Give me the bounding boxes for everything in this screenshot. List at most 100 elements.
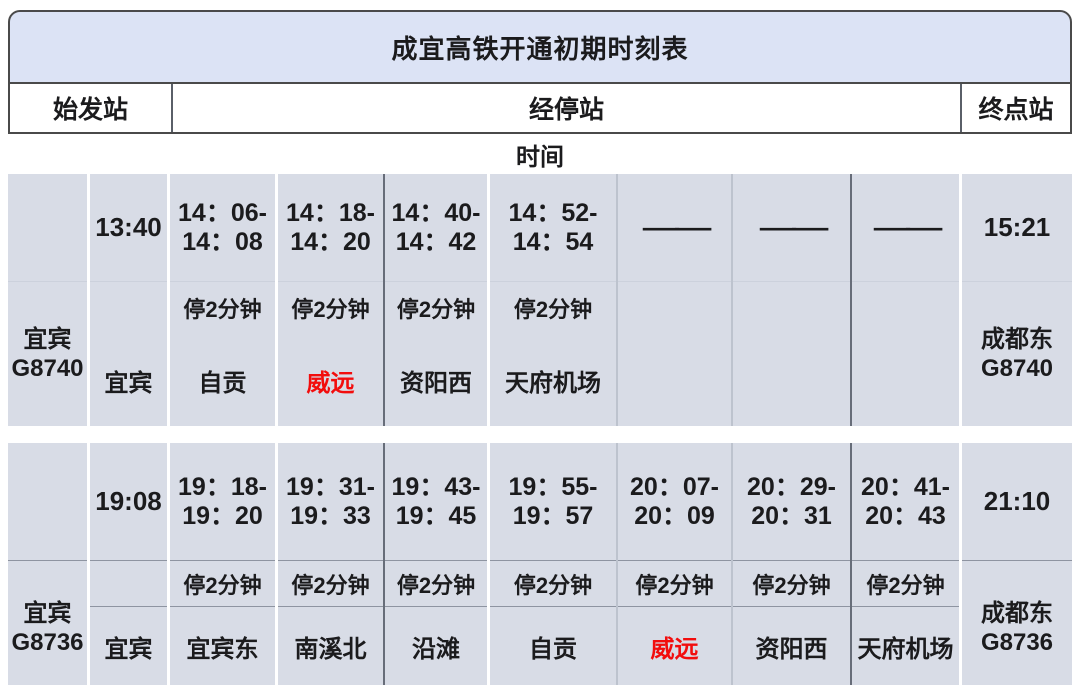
cell-dwell: 停2分钟 [852,561,959,607]
cell-dwell: 停2分钟 [385,561,487,607]
cell-stop-time: 20：41- 20：43 [852,443,959,561]
cell-terminal: 成都东 G8736 [962,561,1072,685]
cell-stop-time: 19：55- 19：57 [490,443,616,561]
time-label: 时间 [516,143,564,171]
cell-dwell: 停2分钟 [513,297,593,322]
cell-station-name: 威远 [650,635,699,663]
train-block-g8740: 宜宾 G8740 13:40 宜宾 14：06- 14：08 停2分钟 自贡 1… [8,174,1072,426]
train-origin-name: 宜宾 [23,326,72,353]
column-stop-4: 14：52- 14：54 停2分钟 天府机场 [490,174,618,426]
column-train-id: 宜宾 G8740 [8,174,90,426]
cell-station-name: 自贡 [198,369,247,397]
dash-placeholder: —— [873,212,942,242]
cell-station-name: 沿滩 [412,635,460,663]
cell-arrive-time: 15:21 [962,174,1072,282]
column-stop-5: —— [618,174,733,426]
train-number: G8740 [11,355,84,382]
cell-empty [90,561,167,607]
cell-station-name: 自贡 [529,635,577,663]
column-origin: 13:40 宜宾 [90,174,170,426]
cell-depart-time: 13:40 [90,174,167,282]
header-terminal-station: 终点站 [978,96,1054,124]
stop-time-line1: 20：41- [861,472,950,501]
cell-stop-time: 20：07- 20：09 [618,443,731,561]
column-stop-2: 19：31- 19：33 停2分钟 南溪北 [278,443,385,685]
cell-terminal: 成都东 G8740 [962,282,1072,426]
cell-dwell: 停2分钟 [490,561,616,607]
cell-dwell [852,282,959,334]
cell-station-name: 天府机场 [857,635,954,663]
cell-stop-time: —— [733,174,850,282]
cell-arrive-time: 21:10 [962,443,1072,561]
column-stop-7: —— [852,174,962,426]
cell-stop-time: 19：31- 19：33 [278,443,383,561]
terminal-train-number: G8740 [980,355,1054,382]
cell-station-name: 宜宾 [104,369,153,397]
stop-time-line1: 14：06- [178,198,267,227]
cell-station-name: 宜宾 [104,635,153,663]
column-stop-3: 19：43- 19：45 停2分钟 沿滩 [385,443,490,685]
train-block-g8736: 宜宾 G8736 19:08 宜宾 19：18- 19：20 停2分钟 宜宾东 … [8,443,1072,685]
cell-station-name [852,334,959,426]
stop-time-line2: 20：31 [751,501,832,530]
cell-station-name: 宜宾东 [186,635,259,663]
cell-stop-time: 14：18- 14：20 [278,174,383,282]
stop-time-line2: 20：43 [865,501,946,530]
stop-time-line1: 19：18- [178,472,267,501]
cell-station-name: 威远 [306,369,355,397]
stop-time-line2: 19：33 [290,501,371,530]
cell-dwell [733,282,850,334]
cell-stop-time: 19：18- 19：20 [170,443,275,561]
cell-station-name: 南溪北 [294,635,367,663]
header-via-stations: 经停站 [171,84,962,132]
stop-time-line1: 14：52- [508,198,598,227]
cell-stop-time: 14：52- 14：54 [490,174,616,282]
cell-stop-time: 20：29- 20：31 [733,443,850,561]
cell-dwell: 停2分钟 [183,297,262,322]
column-stop-6: —— [733,174,852,426]
dash-placeholder: —— [642,212,711,242]
cell-dwell [618,282,731,334]
cell-dwell: 停2分钟 [396,297,476,322]
column-stop-1: 19：18- 19：20 停2分钟 宜宾东 [170,443,278,685]
stop-time-line2: 19：57 [512,501,594,530]
cell-stop-time: —— [852,174,959,282]
cell-depart-time: 19:08 [90,443,167,561]
column-stop-1: 14：06- 14：08 停2分钟 自贡 [170,174,278,426]
cell-dwell: 停2分钟 [278,561,383,607]
column-stop-3: 14：40- 14：42 停2分钟 资阳西 [385,174,490,426]
column-stop-6: 20：29- 20：31 停2分钟 资阳西 [733,443,852,685]
cell-stop-time: 19：43- 19：45 [385,443,487,561]
terminal-train-number: G8736 [980,629,1054,656]
time-subheader: 时间 [8,134,1072,174]
column-origin: 19:08 宜宾 [90,443,170,685]
cell-station-name [618,334,731,426]
cell-station-name [733,334,850,426]
column-stop-2: 14：18- 14：20 停2分钟 威远 [278,174,385,426]
cell-stop-time: —— [618,174,731,282]
stop-time-line1: 19：31- [286,472,375,501]
cell-station-name: 资阳西 [755,635,828,663]
stop-time-line2: 14：08 [182,227,263,256]
cell-station-name: 资阳西 [400,369,472,397]
stop-time-line2: 14：54 [512,227,594,256]
cell-train-id: 宜宾 G8736 [8,561,87,685]
table-header-row: 始发站 经停站 终点站 [8,84,1072,134]
terminal-station-name: 成都东 [981,326,1053,353]
column-terminal: 21:10 成都东 G8736 [962,443,1072,685]
cell-dwell: 停2分钟 [291,297,370,322]
column-stop-7: 20：41- 20：43 停2分钟 天府机场 [852,443,962,685]
stop-time-line2: 19：20 [182,501,263,530]
cell-empty [8,443,87,561]
title-bar: 成宜高铁开通初期时刻表 [8,10,1072,84]
train-origin-name: 宜宾 [23,600,72,627]
stop-time-line1: 14：18- [286,198,375,227]
stop-time-line1: 19：55- [508,472,598,501]
terminal-station-name: 成都东 [981,600,1053,627]
cell-dwell: 停2分钟 [733,561,850,607]
column-train-id: 宜宾 G8736 [8,443,90,685]
stop-time-line2: 19：45 [395,501,477,530]
stop-time-line2: 20：09 [634,501,715,530]
train-number: G8736 [11,629,84,656]
